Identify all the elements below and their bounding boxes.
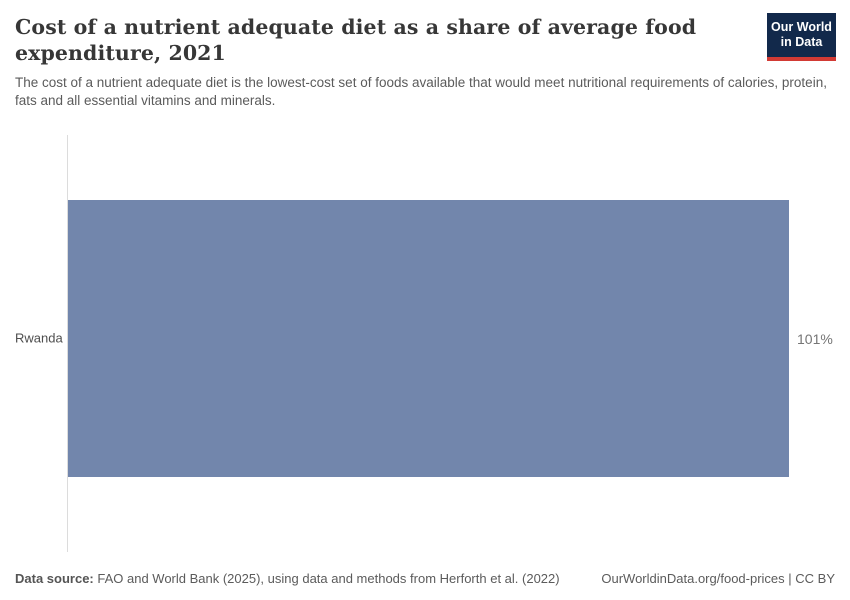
- bar-rwanda[interactable]: [68, 200, 789, 477]
- owid-logo-box: Our World in Data: [767, 13, 836, 57]
- data-source-label: Data source:: [15, 571, 94, 586]
- chart-area: Rwanda 101%: [15, 135, 835, 552]
- owid-logo-line2: in Data: [780, 35, 823, 50]
- owid-logo-line1: Our World: [771, 20, 832, 34]
- bar-track: [68, 200, 789, 477]
- data-source-text: FAO and World Bank (2025), using data an…: [93, 571, 560, 586]
- owid-logo[interactable]: Our World in Data: [767, 13, 836, 61]
- owid-logo-red-strip: [767, 56, 836, 61]
- chart-subtitle: The cost of a nutrient adequate diet is …: [15, 75, 827, 108]
- bar-value-label: 101%: [797, 330, 833, 347]
- bar-row: 101%: [68, 200, 835, 477]
- license-link[interactable]: OurWorldinData.org/food-prices | CC BY: [601, 571, 835, 586]
- chart-footer: Data source: FAO and World Bank (2025), …: [15, 571, 835, 586]
- page-title: Cost of a nutrient adequate diet as a sh…: [15, 15, 697, 65]
- y-axis-line: [67, 135, 68, 552]
- data-source-note: Data source: FAO and World Bank (2025), …: [15, 571, 560, 586]
- plot-area: 101%: [68, 135, 835, 552]
- entity-label-rwanda: Rwanda: [15, 330, 63, 346]
